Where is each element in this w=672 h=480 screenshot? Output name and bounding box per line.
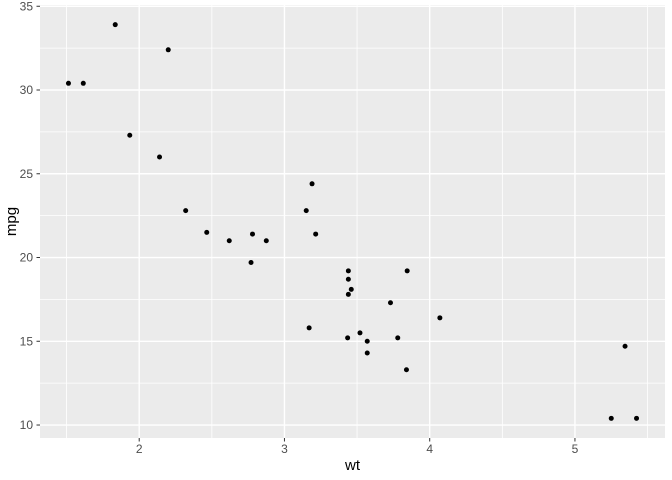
- data-point: [306, 325, 312, 331]
- x-tick-label: 2: [136, 442, 143, 456]
- data-point: [204, 229, 210, 235]
- plot-panel: [40, 5, 665, 438]
- data-point: [437, 315, 443, 321]
- axis-tick-labels: 2 3 4 5 10 15 20 25 30 35: [20, 0, 579, 456]
- data-point: [608, 415, 614, 421]
- data-point: [226, 238, 232, 244]
- x-tick-label: 3: [281, 442, 288, 456]
- y-tick-label: 25: [20, 167, 34, 181]
- data-point: [157, 154, 163, 160]
- data-point: [364, 338, 370, 344]
- data-point: [403, 367, 409, 373]
- y-tick-label: 30: [20, 83, 34, 97]
- y-tick-label: 10: [20, 418, 34, 432]
- data-point: [634, 415, 640, 421]
- data-point: [165, 47, 171, 53]
- data-point: [263, 238, 269, 244]
- data-point: [364, 350, 370, 356]
- y-tick-label: 15: [20, 334, 34, 348]
- x-axis-title: wt: [344, 457, 361, 474]
- y-tick-label: 35: [20, 0, 34, 13]
- data-point: [395, 335, 401, 341]
- data-point: [387, 300, 393, 306]
- data-point: [622, 343, 628, 349]
- y-tick-label: 20: [20, 251, 34, 265]
- grid-minor-lines: [40, 5, 665, 438]
- x-tick-label: 4: [426, 442, 433, 456]
- data-point: [248, 260, 254, 266]
- data-point: [127, 132, 133, 138]
- data-point: [348, 286, 354, 292]
- grid-major-lines: [40, 5, 665, 438]
- data-points-layer: [65, 22, 640, 421]
- data-point: [80, 80, 86, 86]
- data-point: [112, 22, 118, 28]
- x-tick-label: 5: [572, 442, 579, 456]
- data-point: [183, 208, 189, 214]
- data-point: [249, 231, 255, 237]
- data-point: [65, 80, 71, 86]
- data-point: [345, 276, 351, 282]
- data-point: [303, 208, 309, 214]
- data-point: [345, 335, 351, 341]
- data-point: [309, 181, 315, 187]
- data-point: [357, 330, 363, 336]
- y-axis-title: mpg: [3, 207, 20, 236]
- axis-tick-marks: [36, 5, 576, 442]
- data-point: [345, 291, 351, 297]
- data-point: [345, 268, 351, 274]
- data-point: [404, 268, 410, 274]
- data-point: [313, 231, 319, 237]
